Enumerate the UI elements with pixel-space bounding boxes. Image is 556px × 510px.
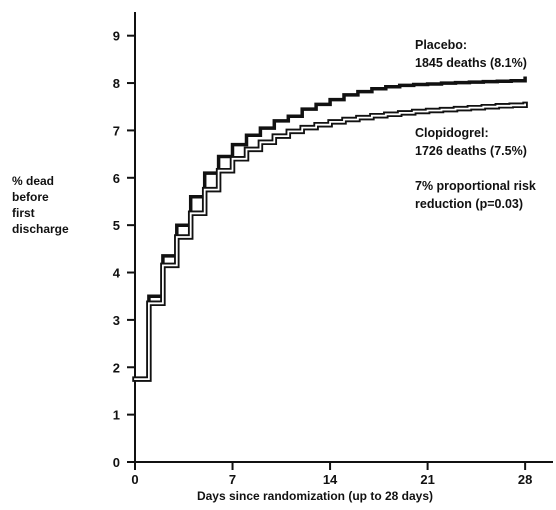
x-tick-label: 7 xyxy=(229,472,236,487)
annotation-line: Clopidogrel: xyxy=(415,126,489,140)
annotation-line: 1726 deaths (7.5%) xyxy=(415,144,527,158)
y-ticks: 0 1 2 3 4 5 6 7 8 9 xyxy=(113,29,135,470)
annotation-line: 1845 deaths (8.1%) xyxy=(415,56,527,70)
y-tick-label: 2 xyxy=(113,360,120,375)
x-tick-label: 28 xyxy=(518,472,532,487)
x-tick-label: 21 xyxy=(420,472,434,487)
annotation-line: Placebo: xyxy=(415,38,467,52)
clopidogrel-annotation: Clopidogrel: 1726 deaths (7.5%) xyxy=(415,126,527,158)
annotation-line: 7% proportional risk xyxy=(415,179,536,193)
y-tick-label: 1 xyxy=(113,408,120,423)
y-axis-title-line: before xyxy=(12,190,49,204)
x-tick-label: 14 xyxy=(323,472,338,487)
placebo-annotation: Placebo: 1845 deaths (8.1%) xyxy=(415,38,527,70)
y-axis-title-line: first xyxy=(12,206,35,220)
y-tick-label: 8 xyxy=(113,76,120,91)
y-axis-title: % dead before first discharge xyxy=(12,174,69,236)
x-tick-label: 0 xyxy=(131,472,138,487)
y-tick-label: 6 xyxy=(113,171,120,186)
series-layer xyxy=(132,76,528,382)
risk-reduction-annotation: 7% proportional risk reduction (p=0.03) xyxy=(415,179,536,211)
y-tick-label: 9 xyxy=(113,29,120,44)
clopidogrel-line-inner xyxy=(134,103,526,380)
x-ticks: 0 7 14 21 28 xyxy=(131,462,532,487)
y-tick-label: 3 xyxy=(113,313,120,328)
y-axis-title-line: % dead xyxy=(12,174,54,188)
y-axis-title-line: discharge xyxy=(12,222,69,236)
x-axis-title: Days since randomization (up to 28 days) xyxy=(197,489,433,503)
axes xyxy=(128,12,553,463)
clopidogrel-series xyxy=(132,101,528,382)
y-tick-label: 7 xyxy=(113,123,120,138)
y-tick-label: 5 xyxy=(113,218,120,233)
annotation-line: reduction (p=0.03) xyxy=(415,197,523,211)
y-tick-label: 4 xyxy=(113,266,121,281)
y-tick-label: 0 xyxy=(113,455,120,470)
